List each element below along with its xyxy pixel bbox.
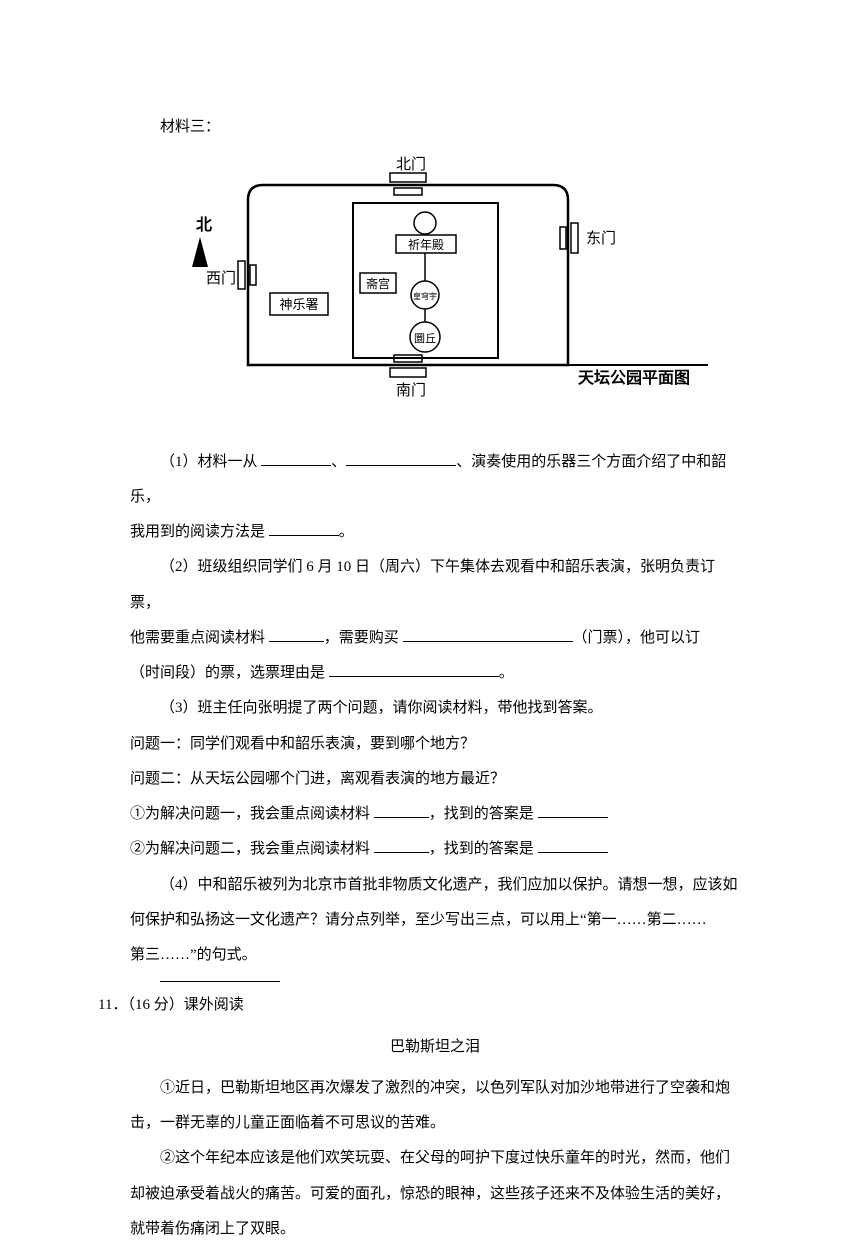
east-gate-label: 东门 — [586, 230, 616, 247]
q2-line2: 他需要重点阅读材料 ，需要购买 （门票），他可以订 — [130, 621, 740, 656]
yuanqiu-label: 圜丘 — [414, 332, 436, 345]
blank[interactable] — [261, 451, 331, 466]
blank[interactable] — [346, 451, 456, 466]
q2-line3: （时间段）的票，选票理由是 。 — [130, 656, 740, 691]
park-diagram: 北 北门 南门 西门 东门 — [178, 155, 708, 429]
blank[interactable] — [269, 627, 324, 642]
blank[interactable] — [403, 627, 573, 642]
blank[interactable] — [329, 662, 499, 677]
north-label: 北 — [196, 216, 212, 234]
q4-line2: 何保护和弘扬这一文化遗产？请分点列举，至少写出三点，可以用上“第一……第二…… — [130, 903, 740, 938]
blank[interactable] — [374, 838, 429, 853]
zhai-label: 斋宫 — [366, 276, 390, 291]
north-gate-label: 北门 — [396, 156, 426, 173]
diagram-caption: 天坛公园平面图 — [578, 369, 690, 387]
document-body: 材料三： 北 北门 南门 西门 东门 — [130, 110, 740, 1247]
west-gate-rect — [238, 261, 245, 289]
q4-line1: （4）中和韶乐被列为北京市首批非物质文化遗产，我们应加以保护。请想一想，应该如 — [130, 868, 740, 903]
blank[interactable] — [538, 838, 608, 853]
q3-p1: 问题一：同学们观看中和韶乐表演，要到哪个地方？ — [130, 727, 740, 762]
south-gate-rect — [390, 368, 426, 377]
outer-wall — [248, 185, 568, 365]
huangqiong-label: 皇穹宇 — [413, 291, 437, 301]
q3-a2: ②为解决问题二，我会重点阅读材料 ，找到的答案是 — [130, 832, 740, 867]
north-gate-rect — [390, 173, 426, 182]
west-gate-label: 西门 — [206, 270, 236, 287]
q3-p2: 问题二：从天坛公园哪个门进，离观看表演的地方最近？ — [130, 762, 740, 797]
east-gate-rect2 — [560, 227, 566, 249]
q3-a1: ①为解决问题一，我会重点阅读材料 ，找到的答案是 — [130, 797, 740, 832]
q4-line3: 第三……”的句式。 — [130, 938, 740, 973]
qinian-circle — [414, 212, 436, 234]
qinian-label: 祈年殿 — [408, 238, 444, 252]
blank[interactable] — [269, 521, 339, 536]
q1-line2: 我用到的阅读方法是 。 — [130, 515, 740, 550]
q3-intro: （3）班主任向张明提了两个问题，请你阅读材料，带他找到答案。 — [130, 691, 740, 726]
north-gate-rect2 — [394, 188, 422, 195]
material-three-label: 材料三： — [130, 110, 740, 145]
q2-line1: （2）班级组织同学们 6 月 10 日（周六）下午集体去观看中和韶乐表演，张明负… — [130, 550, 740, 621]
east-gate-rect — [571, 223, 578, 253]
blank[interactable] — [538, 803, 608, 818]
north-arrow-icon — [192, 237, 208, 267]
blank[interactable] — [374, 803, 429, 818]
west-gate-rect2 — [250, 265, 256, 285]
answer-line[interactable] — [160, 981, 280, 982]
q1-line1: （1）材料一从 、、演奏使用的乐器三个方面介绍了中和韶乐， — [130, 445, 740, 516]
section-11-heading: 11．（16 分）课外阅读 — [98, 988, 740, 1023]
article-title: 巴勒斯坦之泪 — [130, 1030, 740, 1065]
shenyue-label: 神乐署 — [279, 297, 318, 312]
south-gate-label: 南门 — [396, 382, 426, 399]
article-p1: ①近日，巴勒斯坦地区再次爆发了激烈的冲突，以色列军队对加沙地带进行了空袭和炮击，… — [130, 1071, 740, 1142]
article-p2: ②这个年纪本应该是他们欢笑玩耍、在父母的呵护下度过快乐童年的时光，然而，他们却被… — [130, 1141, 740, 1247]
